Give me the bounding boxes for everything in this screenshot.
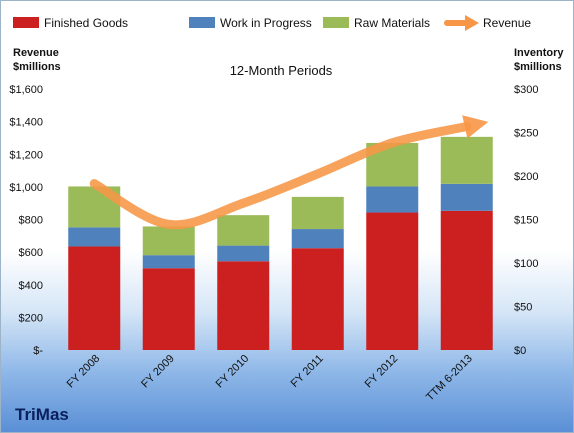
company-name: TriMas <box>15 405 69 424</box>
left-tick-label: $1,200 <box>9 149 43 161</box>
left-tick-label: $800 <box>19 215 43 227</box>
bar-raw-materials <box>217 215 270 246</box>
bar-finished-goods <box>366 212 419 350</box>
x-axis-ticks: FY 2008 FY 2009 FY 2010 FY 2011 FY 2012 TTM 6… <box>65 353 475 404</box>
bar-work-in-progress <box>440 183 493 211</box>
bar-finished-goods <box>440 210 493 350</box>
right-tick-label: $200 <box>514 171 538 183</box>
right-tick-label: $300 <box>514 84 538 96</box>
revenue-arrowhead <box>462 115 489 139</box>
right-tick-label: $0 <box>514 345 526 357</box>
right-tick-label: $100 <box>514 258 538 270</box>
legend: Finished Goods Work in Progress Raw Materi… <box>13 15 531 31</box>
left-tick-label: $400 <box>19 280 43 292</box>
bar-raw-materials <box>440 136 493 184</box>
bar-finished-goods <box>291 248 344 350</box>
x-tick-label: FY 2011 <box>289 353 326 390</box>
bar-work-in-progress <box>366 186 419 213</box>
x-tick-label: FY 2010 <box>214 353 252 391</box>
legend-item: Raw Materials <box>323 16 430 30</box>
legend-item: Revenue <box>444 15 531 31</box>
legend-swatch <box>189 17 215 28</box>
left-tick-label: $1,600 <box>9 84 43 96</box>
revenue-line <box>89 115 489 230</box>
left-tick-label: $1,000 <box>9 182 43 194</box>
legend-label: Finished Goods <box>44 16 128 30</box>
right-axis-label: Inventory $millions <box>514 47 564 73</box>
left-tick-label: $600 <box>19 247 43 259</box>
left-tick-label: $200 <box>19 312 43 324</box>
revenue-line-path <box>89 122 472 230</box>
bar-raw-materials <box>291 196 344 230</box>
left-tick-label: $1,400 <box>9 117 43 129</box>
right-axis-ticks: $0 $50 $100 $150 $200 $250 $300 <box>514 84 538 357</box>
left-axis-label: Revenue $millions <box>13 47 61 73</box>
x-tick-label: FY 2009 <box>139 353 177 391</box>
bar-work-in-progress <box>142 255 195 269</box>
legend-label: Work in Progress <box>220 16 312 30</box>
left-tick-label: $- <box>33 345 43 357</box>
legend-swatch <box>13 17 39 28</box>
right-tick-label: $250 <box>514 128 538 140</box>
bar-work-in-progress <box>217 245 270 262</box>
legend-swatch <box>323 17 349 28</box>
right-tick-label: $50 <box>514 302 532 314</box>
bar-work-in-progress <box>291 229 344 249</box>
right-tick-label: $150 <box>514 215 538 227</box>
x-tick-label: FY 2008 <box>65 353 103 391</box>
left-axis-ticks: $- $200 $400 $600 $800 $1,000 $1,200 $1,400 $1,6… <box>9 84 43 357</box>
chart-title: 12-Month Periods <box>230 63 333 78</box>
bar-raw-materials <box>142 226 195 256</box>
legend-item: Finished Goods <box>13 16 128 30</box>
legend-item: Work in Progress <box>189 16 312 30</box>
bar-work-in-progress <box>68 227 121 247</box>
bar-finished-goods <box>142 268 195 350</box>
bar-finished-goods <box>217 261 270 350</box>
x-tick-label: FY 2012 <box>363 353 401 391</box>
bars <box>68 136 493 350</box>
legend-label: Revenue <box>483 16 531 30</box>
bar-finished-goods <box>68 246 121 350</box>
legend-label: Raw Materials <box>354 16 430 30</box>
x-tick-label: TTM 6-2013 <box>424 353 475 404</box>
legend-arrow <box>465 15 479 31</box>
